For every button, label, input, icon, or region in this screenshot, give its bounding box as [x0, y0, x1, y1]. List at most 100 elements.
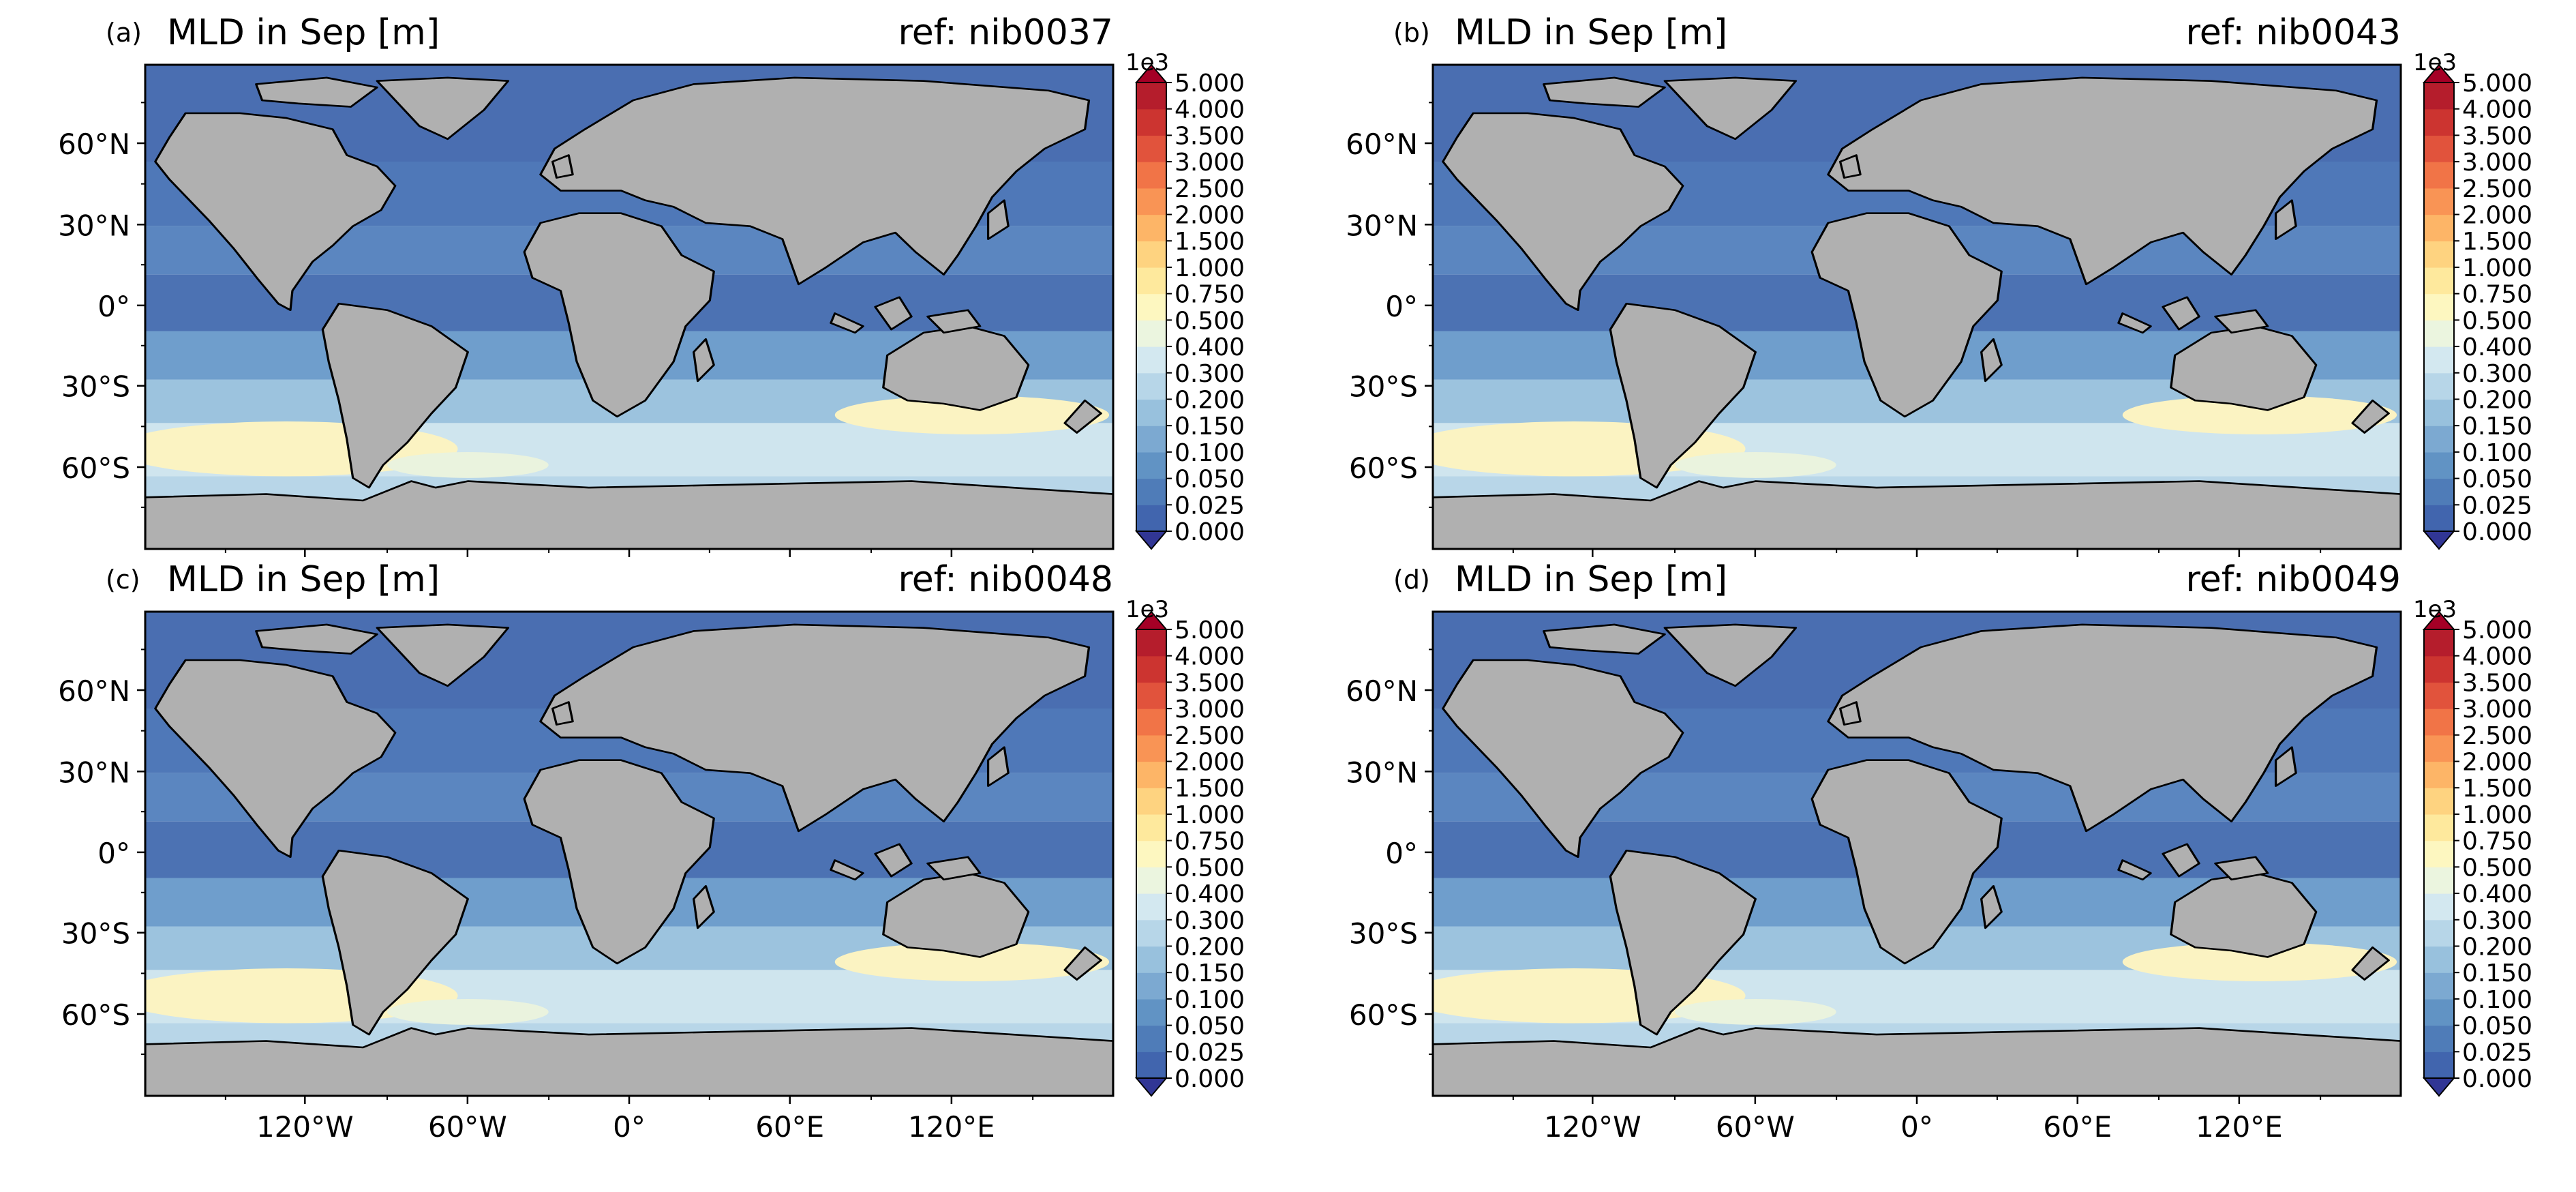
- colorbar-tick-label: 0.200: [1175, 933, 1245, 961]
- colorbar-segment: [2424, 320, 2454, 347]
- colorbar-segment: [1136, 478, 1166, 505]
- panel-ref: ref: nib0049: [2186, 559, 2401, 600]
- colorbar-tick-label: 5.000: [1175, 616, 1245, 644]
- panel-ref: ref: nib0048: [898, 559, 1113, 600]
- colorbar-tick-label: 0.750: [2462, 281, 2532, 309]
- panel-letter: (c): [106, 565, 140, 595]
- colorbar-multiplier: 1e3: [2413, 49, 2457, 76]
- colorbar-tick-label: 0.150: [2462, 413, 2532, 441]
- deep-mixing-patch: [834, 396, 1110, 434]
- deep-mixing-patch: [1675, 999, 1836, 1025]
- colorbar-tick-label: 3.000: [2462, 696, 2532, 724]
- colorbar-tick-label: 0.400: [2462, 333, 2532, 361]
- colorbar-segment: [1136, 505, 1166, 532]
- colorbar-tick-label: 0.100: [1175, 439, 1245, 467]
- colorbar-segment: [2424, 629, 2454, 657]
- colorbar-tick-label: 2.500: [2462, 175, 2532, 203]
- colorbar-segment: [1136, 629, 1166, 657]
- map-area: 60°N 30°N 0° 30°S 60°S 120°W 60°W 0° 60°E 120°E: [58, 610, 1115, 1144]
- lat-tick-label: 0°: [97, 837, 130, 870]
- lon-tick-label: 60°E: [755, 1110, 824, 1144]
- colorbar-segment: [2424, 814, 2454, 841]
- colorbar-tick-label: 2.500: [1175, 175, 1245, 203]
- colorbar-segment: [2424, 919, 2454, 947]
- lon-tick-label: 120°E: [2196, 1110, 2283, 1144]
- colorbar-tick-label: 0.025: [1175, 492, 1245, 520]
- colorbar-tick-label: 3.000: [1175, 149, 1245, 177]
- lat-tick-label: 0°: [1385, 837, 1418, 870]
- colorbar-tick-label: 1.500: [1175, 228, 1245, 256]
- colorbar-segment: [2424, 972, 2454, 1000]
- colorbar-tick-label: 3.500: [2462, 669, 2532, 697]
- colorbar-segment: [1136, 998, 1166, 1026]
- panel-ref: ref: nib0043: [2186, 12, 2401, 53]
- lat-tick-label: 30°S: [61, 917, 130, 951]
- colorbar-segment: [1136, 893, 1166, 921]
- colorbar-tick-label: 0.000: [2462, 1065, 2532, 1093]
- colorbar-tick-label: 1.000: [2462, 801, 2532, 829]
- lat-tick-label: 0°: [97, 290, 130, 323]
- colorbar-segment: [2424, 734, 2454, 762]
- colorbar-segment: [1136, 320, 1166, 347]
- deep-mixing-patch: [834, 942, 1110, 981]
- colorbar-segment: [1136, 867, 1166, 894]
- colorbar-under-arrow: [2422, 1077, 2456, 1097]
- colorbar-tick-label: 3.500: [2462, 122, 2532, 150]
- colorbar-tick-label: 0.050: [2462, 1013, 2532, 1041]
- colorbar-segment: [1136, 426, 1166, 453]
- deep-mixing-patch: [2122, 396, 2397, 434]
- colorbar-multiplier: 1e3: [1125, 596, 1169, 623]
- colorbar-segment: [2424, 998, 2454, 1026]
- colorbar-segment: [2424, 682, 2454, 709]
- colorbar-tick-label: 0.500: [1175, 307, 1245, 335]
- colorbar-tick-label: 2.000: [1175, 749, 1245, 777]
- panel-letter: (b): [1393, 18, 1430, 48]
- colorbar-segment: [1136, 293, 1166, 321]
- lat-tick-label: 60°N: [1346, 674, 1418, 708]
- colorbar-tick-label: 0.150: [1175, 413, 1245, 441]
- colorbar-tick-label: 0.150: [2462, 959, 2532, 987]
- lat-tick-label: 60°S: [61, 998, 130, 1032]
- colorbar-segment: [1136, 1052, 1166, 1079]
- colorbar-tick-label: 0.025: [2462, 1039, 2532, 1067]
- colorbar-tick-label: 1.000: [1175, 801, 1245, 829]
- colorbar: 0.0000.0250.0500.1000.1500.2000.3000.400…: [2413, 596, 2532, 1097]
- colorbar-segment: [2424, 788, 2454, 815]
- lat-tick-label: 60°S: [61, 451, 130, 485]
- colorbar-segment: [1136, 788, 1166, 815]
- lat-tick-label: 30°N: [1346, 209, 1418, 242]
- colorbar-segment: [1136, 346, 1166, 374]
- colorbar-tick-label: 0.750: [1175, 828, 1245, 856]
- colorbar-segment: [1136, 162, 1166, 189]
- lat-tick-label: 60°S: [1349, 998, 1418, 1032]
- deep-mixing-patch: [387, 999, 549, 1025]
- lat-tick-label: 60°N: [58, 674, 130, 708]
- colorbar-tick-label: 0.100: [1175, 986, 1245, 1014]
- colorbar-tick-label: 2.500: [2462, 722, 2532, 750]
- colorbar-tick-label: 4.000: [1175, 96, 1245, 124]
- lon-tick-label: 60°W: [428, 1110, 507, 1144]
- colorbar-tick-label: 3.000: [1175, 696, 1245, 724]
- colorbar-segment: [2424, 1025, 2454, 1052]
- colorbar-tick-label: 0.500: [2462, 854, 2532, 882]
- lat-tick-label: 30°N: [58, 209, 130, 242]
- colorbar-tick-label: 0.200: [2462, 386, 2532, 414]
- colorbar-segment: [1136, 399, 1166, 426]
- colorbar-segment: [1136, 734, 1166, 762]
- map-area: 60°N 30°N 0° 30°S 60°S: [1346, 63, 2402, 557]
- colorbar-tick-label: 0.300: [1175, 360, 1245, 388]
- colorbar-tick-label: 0.300: [2462, 360, 2532, 388]
- panel-ref: ref: nib0037: [898, 12, 1113, 53]
- colorbar-tick-label: 0.500: [2462, 307, 2532, 335]
- colorbar-segment: [1136, 919, 1166, 947]
- panel-letter: (a): [106, 18, 142, 48]
- colorbar-tick-label: 5.000: [1175, 70, 1245, 98]
- colorbar-tick-label: 0.750: [2462, 828, 2532, 856]
- colorbar-segment: [2424, 840, 2454, 867]
- colorbar-tick-label: 0.050: [1175, 466, 1245, 494]
- colorbar-tick-label: 0.100: [2462, 439, 2532, 467]
- colorbar-segment: [2424, 867, 2454, 894]
- colorbar-multiplier: 1e3: [2413, 596, 2457, 623]
- colorbar-segment: [1136, 83, 1166, 110]
